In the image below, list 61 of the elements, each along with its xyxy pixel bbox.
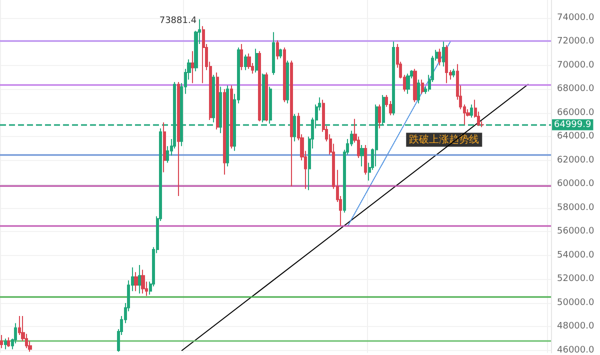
candlestick (219, 86, 222, 134)
y-tick-label: 70000.0 (557, 60, 594, 70)
y-tick-label: 68000.0 (557, 84, 594, 94)
ref-line-label: 64999.9 (554, 120, 592, 130)
y-tick-label: 64000.0 (557, 132, 594, 142)
candlestick (138, 264, 141, 294)
y-tick-label: 66000.0 (557, 108, 594, 118)
candlestick (378, 104, 381, 129)
candlestick (438, 48, 441, 66)
candlestick (240, 43, 243, 71)
candlestick (470, 104, 473, 118)
candlestick (406, 73, 410, 94)
candlestick (223, 88, 226, 176)
candlestick (290, 60, 293, 188)
candlestick (452, 68, 455, 78)
y-tick-label: 54000.0 (557, 250, 594, 260)
annotation: 73881.4 (159, 16, 197, 26)
y-tick-label: 60000.0 (557, 179, 594, 190)
candlestick (293, 114, 296, 142)
candlestick (272, 32, 275, 76)
candlestick (283, 47, 286, 103)
candlestick (177, 81, 180, 197)
candlestick (360, 144, 364, 167)
y-tick-label: 48000.0 (557, 322, 594, 332)
candlestick (421, 79, 424, 94)
candlestick (0, 334, 3, 349)
candlestick (364, 144, 367, 176)
candlestick (212, 74, 215, 123)
y-tick-label: 62000.0 (557, 155, 594, 166)
y-tick-label: 58000.0 (557, 202, 594, 213)
candlestick (230, 85, 233, 150)
candlestick (163, 122, 166, 173)
candlestick (269, 86, 272, 124)
y-tick-label: 74000.0 (557, 12, 594, 23)
candlestick (191, 50, 194, 84)
candlestick (413, 68, 417, 103)
candlestick (216, 72, 219, 130)
candlestick (141, 269, 145, 294)
candlestick (244, 54, 247, 71)
candlestick (262, 73, 265, 123)
candlestick (255, 48, 258, 73)
candlestick (442, 41, 445, 68)
candlestick (445, 44, 448, 84)
candlestick (7, 336, 10, 348)
candlestick (258, 50, 261, 122)
y-tick-label: 72000.0 (557, 36, 594, 47)
candlestick (4, 338, 7, 350)
y-tick-label: 50000.0 (557, 298, 594, 308)
candlestick (286, 60, 289, 104)
candlestick (417, 79, 420, 104)
annotation: 跌破上涨趋势线 (409, 133, 480, 146)
candlestick (265, 72, 268, 122)
candlestick (134, 272, 138, 292)
candlestick (202, 26, 205, 84)
y-tick-label: 46000.0 (557, 346, 594, 355)
candlestick (392, 41, 395, 116)
candlestick (276, 40, 279, 60)
y-tick-label: 52000.0 (557, 274, 594, 284)
candlestick (279, 48, 282, 59)
candlestick (247, 52, 251, 70)
y-tick-label: 56000.0 (557, 226, 594, 237)
